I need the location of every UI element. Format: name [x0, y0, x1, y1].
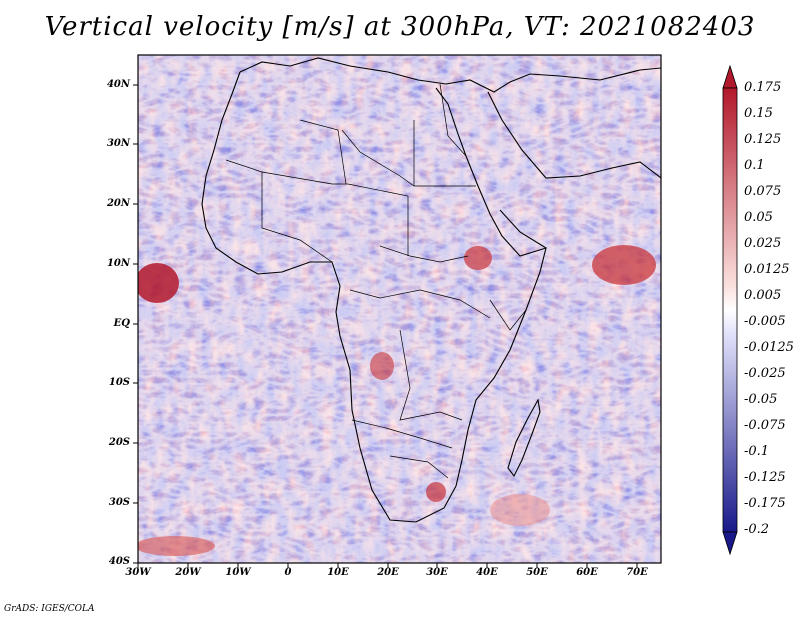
colorbar-label: 0.05 [744, 210, 773, 225]
lon-ticks [137, 563, 638, 568]
lat-label-20n: 20N [106, 198, 130, 209]
colorbar-bottom-arrow [722, 531, 738, 556]
colorbar-label: -0.1 [744, 444, 770, 459]
lat-label-40s: 40S [108, 556, 130, 567]
lat-label-10s: 10S [108, 377, 130, 388]
colorbar-label: 0.075 [744, 184, 782, 199]
lat-label-40n: 40N [106, 79, 130, 90]
country-borders [225, 83, 527, 479]
colorbar-label: -0.125 [744, 470, 786, 485]
lon-label-30w: 30W [125, 567, 151, 578]
coastlines [201, 57, 661, 523]
lon-label-50e: 50E [526, 567, 548, 578]
colorbar-label: 0.175 [744, 80, 782, 95]
lon-label-30e: 30E [426, 567, 448, 578]
colorbar [722, 64, 738, 556]
lon-label-70e: 70E [626, 567, 648, 578]
lon-label-10e: 10E [327, 567, 349, 578]
colorbar-label: 0.15 [744, 106, 773, 121]
lon-label-20w: 20W [175, 567, 201, 578]
grads-credit: GrADS: IGES/COLA [4, 604, 95, 614]
colorbar-label: -0.175 [744, 496, 786, 511]
plot-frame [137, 54, 662, 564]
colorbar-label: 0.1 [744, 158, 765, 173]
lon-label-10w: 10W [225, 567, 251, 578]
lon-label-40e: 40E [476, 567, 498, 578]
velocity-field [138, 55, 661, 563]
colorbar-label: 0.0125 [744, 262, 790, 277]
map-title: Vertical velocity [m/s] at 300hPa, VT: 2… [44, 12, 756, 42]
lat-ticks [133, 84, 138, 564]
lat-label-10n: 10N [106, 258, 130, 269]
lat-label-30n: 30N [106, 138, 130, 149]
colorbar-label: -0.0125 [744, 340, 794, 355]
colorbar-label: -0.025 [744, 366, 786, 381]
lat-label-20s: 20S [108, 437, 130, 448]
colorbar-bar [722, 87, 738, 533]
colorbar-label: 0.125 [744, 132, 782, 147]
colorbar-label: -0.075 [744, 418, 786, 433]
colorbar-label: -0.005 [744, 314, 786, 329]
colorbar-label: 0.025 [744, 236, 782, 251]
colorbar-label: -0.2 [744, 522, 770, 537]
lon-label-0: 0 [284, 567, 292, 578]
lat-label-eq: EQ [113, 318, 130, 329]
colorbar-top-arrow [722, 64, 738, 89]
lon-label-60e: 60E [576, 567, 598, 578]
lon-label-20e: 20E [377, 567, 399, 578]
colorbar-label: 0.005 [744, 288, 782, 303]
lat-label-30s: 30S [108, 497, 130, 508]
colorbar-label: -0.05 [744, 392, 778, 407]
